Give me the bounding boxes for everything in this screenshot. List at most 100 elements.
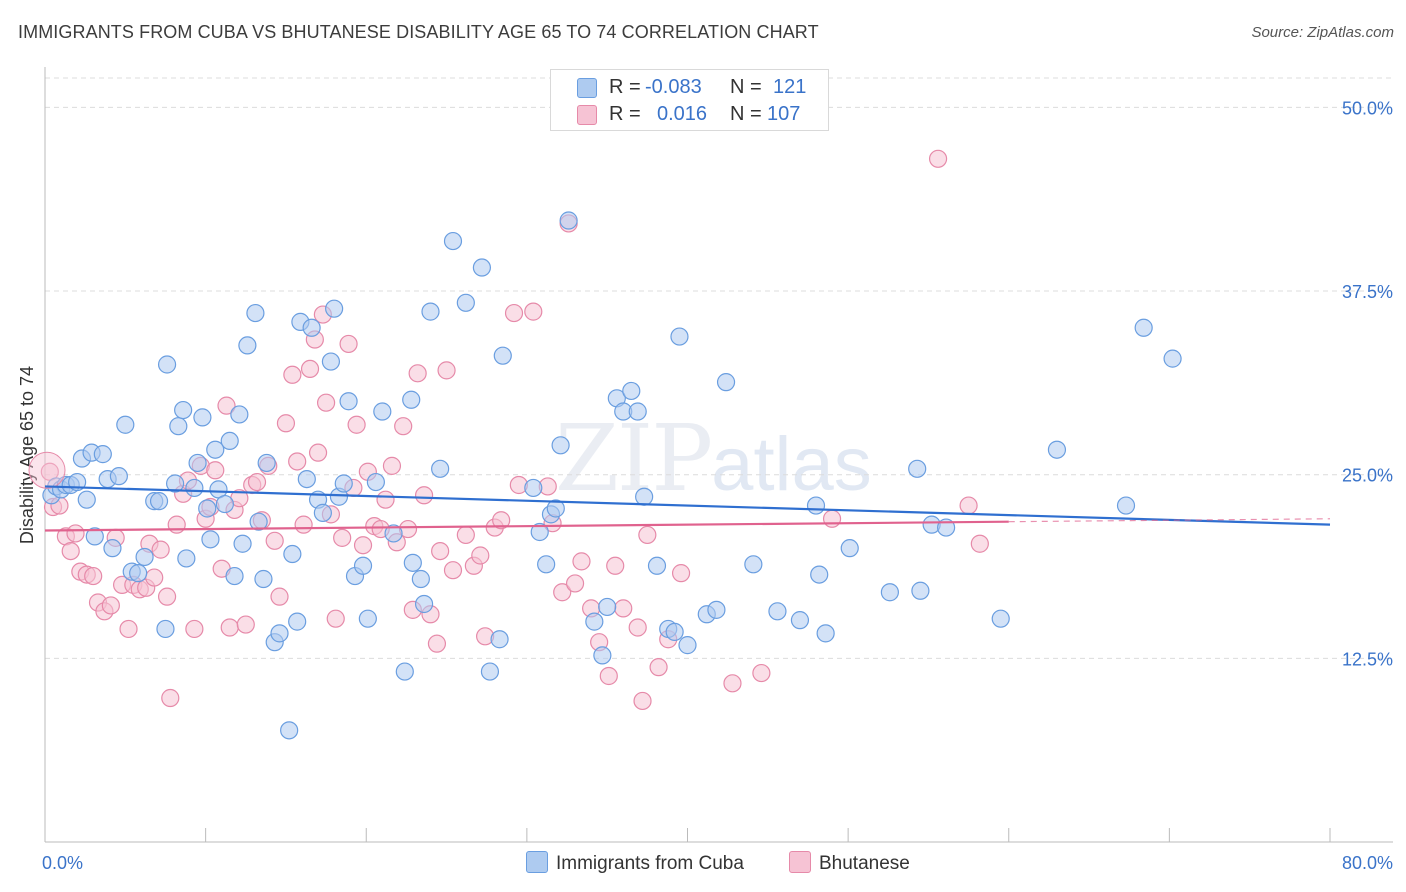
data-point-cuba: [325, 299, 344, 318]
data-point-cuba: [1134, 318, 1153, 337]
data-point-cuba: [230, 405, 249, 424]
data-point-bhutanese: [928, 149, 948, 168]
data-point-bhutanese: [270, 587, 289, 606]
data-point-cuba: [678, 636, 697, 655]
data-point-cuba: [116, 415, 135, 434]
data-point-bhutanese: [431, 541, 450, 561]
data-point-cuba: [670, 327, 689, 346]
data-point-bhutanese: [347, 415, 366, 434]
trend-line-bhutanese: [44, 520, 1009, 532]
y-tick-label: 37.5%: [1342, 282, 1393, 302]
data-point-cuba: [373, 402, 392, 421]
data-point-bhutanese: [572, 552, 591, 571]
legend-label-bhutanese: Bhutanese: [819, 853, 910, 874]
n-label: N =: [730, 76, 762, 98]
data-point-cuba: [622, 381, 641, 401]
data-point-bhutanese: [492, 511, 511, 530]
data-point-bhutanese: [959, 496, 978, 515]
data-point-cuba: [270, 624, 289, 643]
data-point-cuba: [149, 492, 169, 511]
data-point-cuba: [198, 499, 217, 518]
data-point-bhutanese: [151, 540, 170, 559]
bhutanese-legend-swatch-icon: [789, 851, 811, 873]
data-point-cuba: [635, 487, 654, 506]
data-point-cuba: [201, 530, 220, 549]
data-point-cuba: [840, 539, 859, 558]
data-point-bhutanese: [333, 528, 352, 547]
data-point-cuba: [524, 478, 543, 498]
data-point-cuba: [403, 553, 422, 572]
data-point-cuba: [302, 318, 321, 337]
cuba-legend-swatch-icon: [526, 851, 548, 873]
data-point-cuba: [169, 417, 188, 436]
data-point-cuba: [185, 478, 204, 498]
data-point-bhutanese: [723, 674, 742, 693]
data-point-cuba: [810, 565, 829, 584]
data-point-cuba: [991, 609, 1010, 628]
legend-row-cuba: R = -0.083 N = 121: [551, 74, 828, 100]
source-label: Source: ZipAtlas.com: [1251, 24, 1394, 41]
data-point-cuba: [85, 527, 104, 546]
data-point-cuba: [806, 496, 826, 515]
data-point-bhutanese: [145, 568, 164, 587]
data-point-bhutanese: [471, 546, 490, 565]
data-point-bhutanese: [84, 566, 103, 586]
series-bhutanese-points: [40, 149, 989, 711]
watermark: ZIPatlas: [555, 405, 872, 512]
data-point-bhutanese: [220, 618, 239, 637]
x-tick-label-min: 0.0%: [42, 853, 83, 873]
data-point-bhutanese: [671, 564, 691, 583]
data-point-cuba: [77, 490, 96, 509]
data-point-bhutanese: [326, 609, 345, 628]
data-point-bhutanese: [638, 525, 657, 545]
bhutanese-swatch-icon: [577, 105, 597, 125]
data-point-bhutanese: [606, 556, 625, 575]
data-point-bhutanese: [649, 658, 668, 677]
data-point-cuba: [395, 662, 414, 681]
data-point-bhutanese: [339, 334, 358, 354]
data-point-cuba: [716, 373, 736, 392]
data-point-cuba: [551, 436, 570, 455]
data-point-cuba: [225, 566, 244, 586]
data-point-bhutanese: [288, 452, 307, 471]
data-point-bhutanese: [752, 663, 771, 683]
data-point-bhutanese: [247, 472, 267, 492]
n-value: 121: [773, 76, 807, 98]
data-point-cuba: [480, 662, 500, 681]
data-point-bhutanese: [970, 534, 989, 553]
data-point-cuba: [297, 470, 316, 489]
data-point-bhutanese: [316, 393, 336, 412]
data-point-cuba: [908, 459, 927, 478]
data-point-bhutanese: [427, 634, 447, 653]
data-point-cuba: [238, 336, 257, 355]
data-point-bhutanese: [61, 541, 80, 561]
data-point-bhutanese: [206, 461, 225, 480]
data-point-bhutanese: [217, 396, 236, 415]
n-value: 107: [767, 103, 801, 125]
data-point-cuba: [283, 544, 302, 564]
data-point-cuba: [665, 622, 684, 642]
trend-line-cuba: [44, 485, 1331, 526]
data-point-cuba: [321, 352, 341, 371]
data-point-bhutanese: [553, 583, 572, 602]
data-point-bhutanese: [524, 302, 543, 321]
r-value: -0.083: [645, 76, 702, 98]
data-point-bhutanese: [101, 596, 120, 615]
data-point-cuba: [249, 512, 268, 531]
data-point-bhutanese: [157, 587, 177, 606]
data-point-cuba: [254, 569, 273, 589]
legend-label-cuba: Immigrants from Cuba: [556, 853, 744, 874]
data-point-cuba: [911, 581, 930, 600]
data-point-cuba: [174, 400, 193, 420]
data-point-bhutanese: [308, 443, 328, 462]
data-point-cuba: [246, 303, 265, 323]
data-point-cuba: [402, 390, 421, 409]
data-point-cuba: [537, 555, 556, 574]
data-point-bhutanese: [382, 456, 402, 475]
data-point-cuba: [493, 346, 512, 365]
data-point-cuba: [768, 602, 787, 621]
data-point-cuba: [103, 539, 122, 558]
chart-title: IMMIGRANTS FROM CUBA VS BHUTANESE DISABI…: [18, 22, 819, 42]
data-point-cuba: [585, 612, 604, 631]
data-point-bhutanese: [283, 365, 302, 384]
